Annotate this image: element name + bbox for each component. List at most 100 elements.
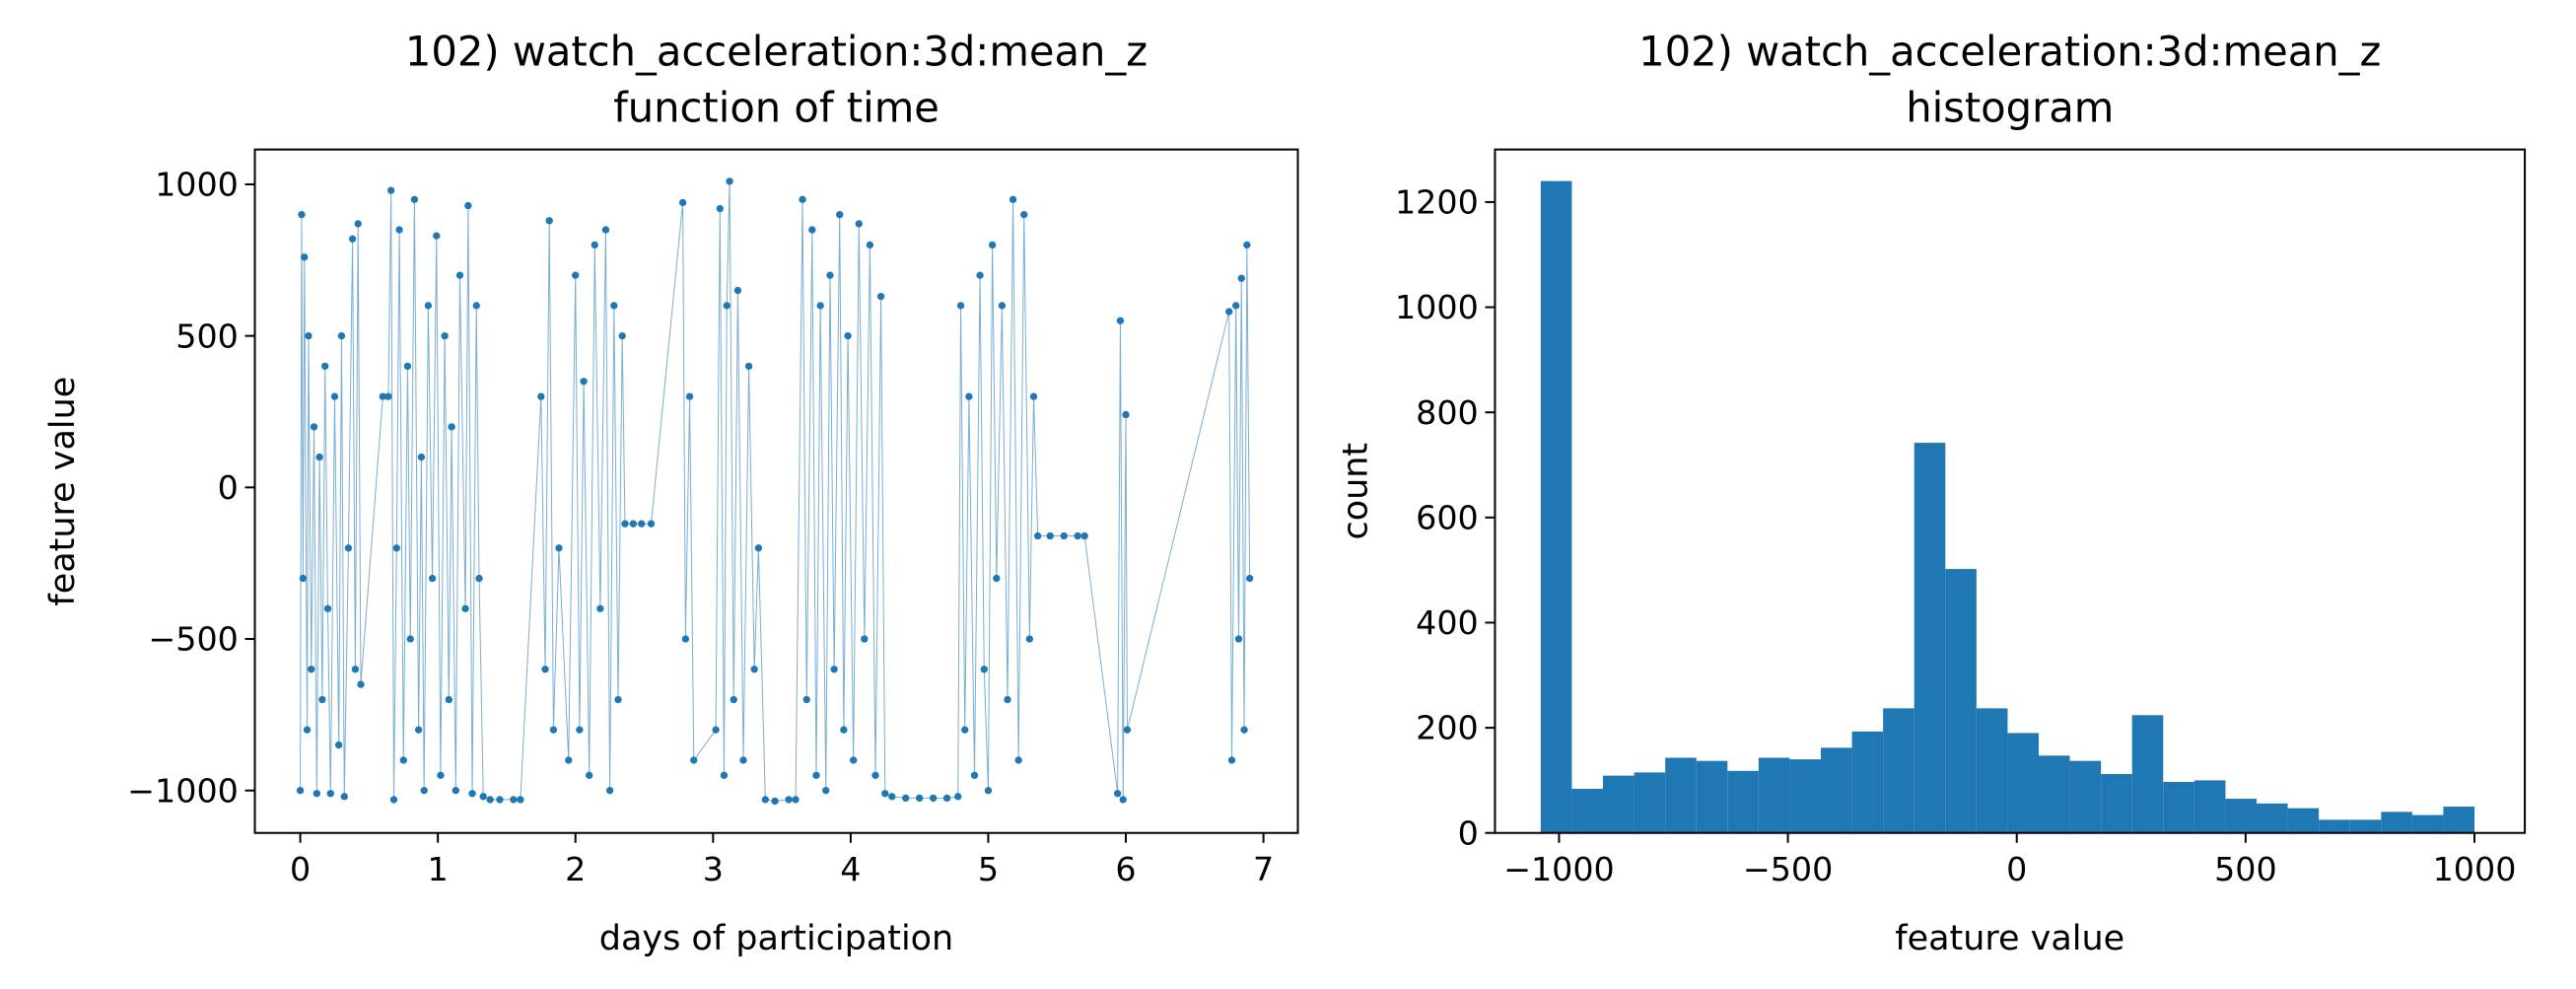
data-point: [337, 331, 346, 340]
histogram-bar: [2349, 819, 2382, 833]
data-point: [318, 695, 326, 704]
data-point: [424, 302, 433, 310]
data-point: [723, 302, 731, 310]
histogram-bar: [1634, 772, 1666, 833]
y-tick-label: 400: [1416, 603, 1479, 642]
data-point: [1234, 635, 1243, 643]
data-point: [638, 520, 646, 528]
x-tick-label: 2: [565, 850, 586, 888]
data-point: [1227, 756, 1236, 764]
data-point: [866, 241, 874, 249]
data-point: [437, 771, 445, 779]
data-point: [712, 726, 720, 734]
data-point: [621, 520, 629, 528]
histogram-bar: [2411, 814, 2444, 833]
data-point: [980, 666, 988, 673]
data-point: [417, 453, 426, 461]
data-point: [330, 392, 339, 400]
histogram-bar: [2257, 803, 2288, 833]
data-point: [301, 253, 309, 261]
data-point: [822, 787, 830, 795]
data-point: [799, 195, 806, 203]
data-point: [1034, 531, 1042, 540]
data-point: [716, 204, 724, 213]
data-point: [1113, 790, 1122, 798]
data-point: [956, 302, 965, 310]
data-point: [326, 790, 334, 798]
histogram-bar: [2131, 715, 2164, 833]
x-tick-label: 3: [703, 850, 724, 888]
data-point: [929, 794, 938, 803]
data-point: [888, 793, 896, 801]
data-point: [572, 271, 580, 279]
data-point: [461, 604, 469, 612]
x-tick-label: 6: [1115, 850, 1136, 888]
data-point: [970, 771, 979, 779]
y-tick-label: −500: [148, 620, 239, 659]
data-point: [1116, 317, 1125, 324]
histogram-bar: [2381, 812, 2412, 833]
data-point: [840, 726, 848, 734]
data-point: [836, 211, 844, 219]
histogram-bar: [1758, 757, 1790, 833]
y-tick-label: −1000: [127, 771, 239, 810]
data-point: [441, 331, 449, 340]
data-point: [802, 695, 810, 704]
data-point: [580, 378, 588, 386]
data-point: [410, 195, 419, 203]
data-point: [830, 666, 838, 673]
data-point: [993, 574, 1001, 583]
data-point: [1237, 274, 1245, 282]
data-point: [399, 756, 407, 764]
y-tick-label: 800: [1416, 393, 1479, 432]
histogram-bar: [1851, 731, 1884, 833]
data-point: [720, 771, 729, 779]
histogram-bar: [1603, 775, 1635, 833]
data-point: [681, 635, 690, 643]
data-point: [308, 666, 315, 673]
data-point: [586, 771, 593, 779]
x-tick-label: −500: [1743, 850, 1834, 888]
data-point: [771, 797, 779, 806]
x-tick-label: 1: [428, 850, 449, 888]
data-point: [379, 392, 386, 400]
histogram-bar: [2101, 774, 2132, 833]
data-point: [348, 235, 357, 243]
data-point: [1009, 195, 1017, 203]
histogram-bar: [1945, 569, 1977, 833]
data-point: [321, 362, 329, 371]
data-point: [428, 574, 437, 583]
y-tick-label: 1000: [1395, 288, 1479, 326]
y-tick-label: 0: [1458, 813, 1479, 852]
data-point: [861, 635, 869, 643]
data-point: [517, 796, 524, 804]
x-tick-label: 4: [840, 850, 861, 888]
y-tick-label: 0: [218, 468, 239, 507]
data-point: [455, 271, 464, 279]
data-point: [744, 362, 753, 371]
data-point: [726, 177, 733, 185]
histogram-bar: [1727, 770, 1759, 833]
data-point: [690, 756, 698, 764]
data-point: [344, 544, 353, 552]
data-point: [976, 271, 984, 279]
data-point: [750, 666, 758, 673]
plot-frame: [253, 148, 1299, 834]
x-tick-label: 500: [2214, 850, 2277, 888]
data-point: [1232, 302, 1240, 310]
data-point: [334, 741, 343, 749]
data-point: [965, 392, 973, 400]
data-point: [1004, 695, 1011, 704]
plot-frame: [1494, 148, 2527, 834]
chart-subtitle: function of time: [613, 83, 940, 131]
data-point: [565, 756, 573, 764]
histogram-bar: [2287, 808, 2320, 833]
data-point: [1080, 531, 1088, 540]
data-point: [685, 392, 694, 400]
data-point: [420, 787, 428, 795]
y-tick-label: 1000: [155, 166, 239, 204]
data-point: [1122, 410, 1130, 419]
data-point: [629, 520, 638, 528]
data-point: [1225, 308, 1233, 316]
data-point: [739, 756, 747, 764]
